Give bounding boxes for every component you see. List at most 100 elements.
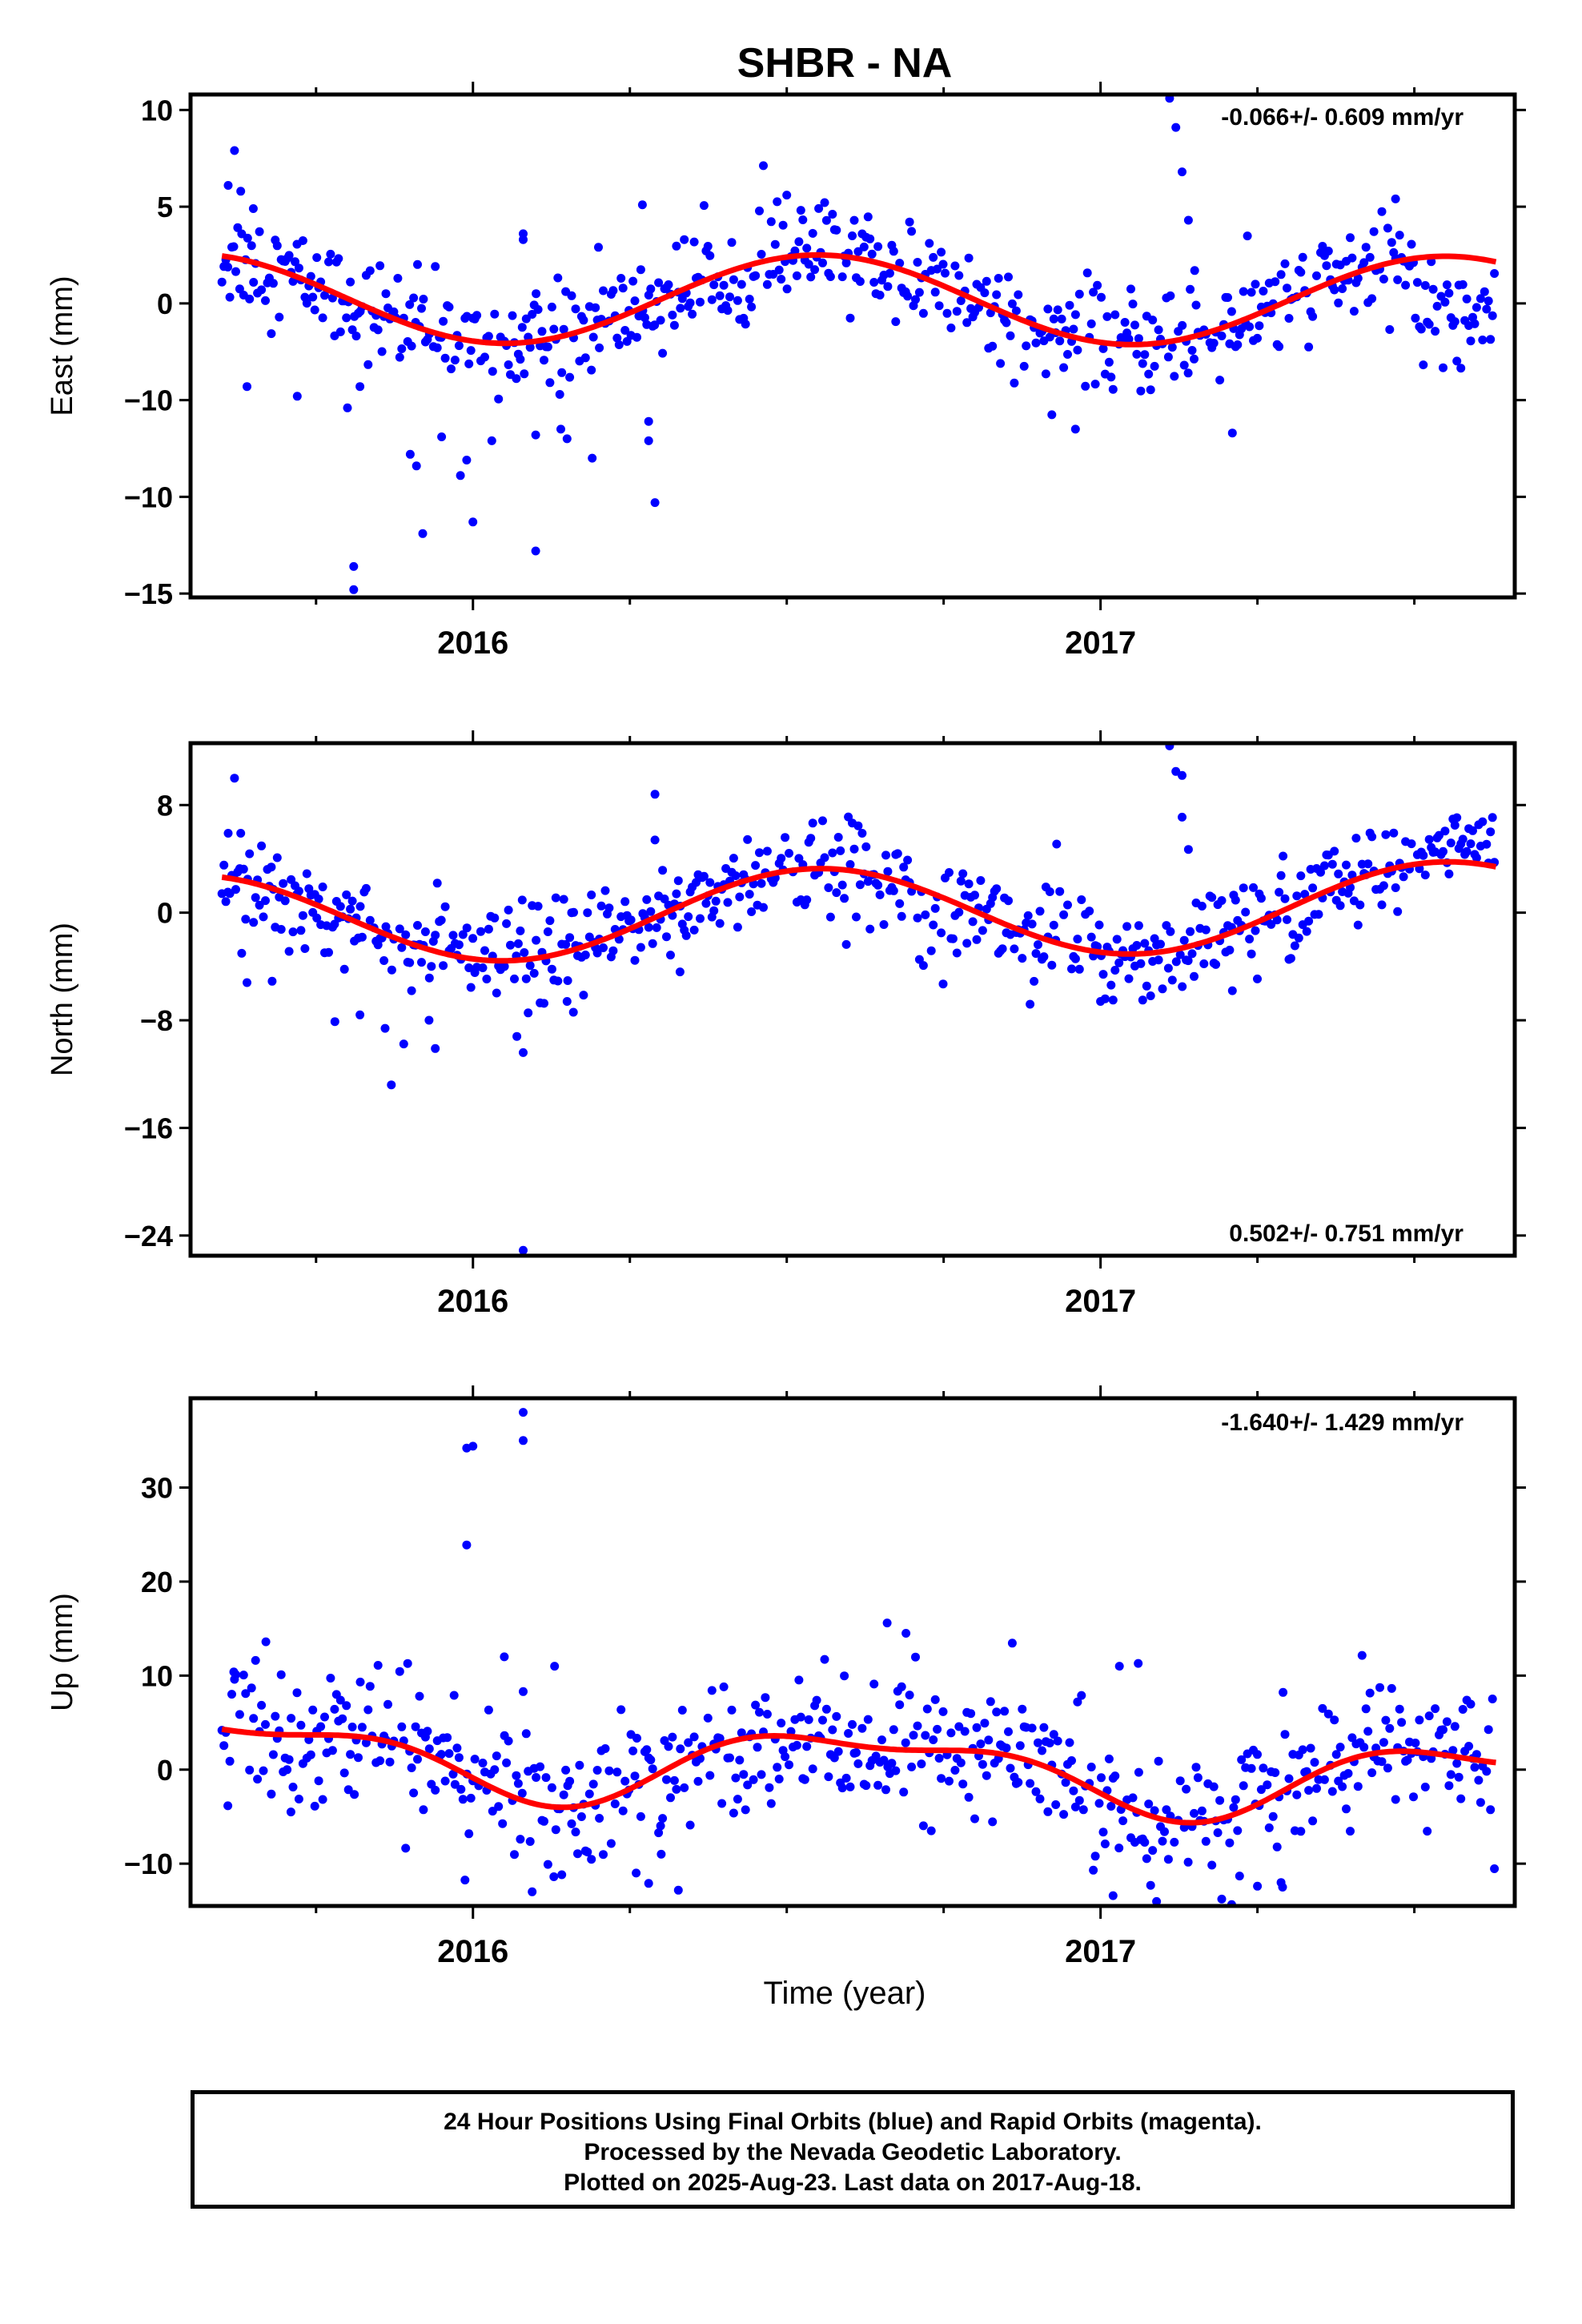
data-point-outlier	[1171, 766, 1181, 776]
data-point	[239, 864, 248, 874]
data-point	[1379, 881, 1388, 891]
data-point	[543, 1860, 552, 1869]
data-point	[1166, 927, 1175, 936]
data-point	[482, 975, 492, 983]
data-point	[1136, 386, 1146, 396]
data-point	[1316, 867, 1325, 877]
rate-annotation-north: 0.502+/- 0.751 mm/yr	[1229, 1220, 1464, 1247]
data-point	[324, 257, 333, 267]
data-point	[1061, 1778, 1070, 1787]
data-point	[417, 304, 426, 313]
data-point-outlier	[644, 416, 653, 426]
data-point	[1047, 410, 1057, 420]
data-point	[464, 1829, 474, 1839]
data-point	[727, 238, 737, 247]
data-point	[946, 324, 956, 332]
data-point	[808, 228, 817, 238]
data-point	[802, 895, 812, 905]
data-point	[1094, 920, 1104, 930]
data-point	[357, 1723, 367, 1732]
data-point	[547, 1783, 556, 1792]
data-point	[1346, 1827, 1355, 1836]
data-point	[288, 1783, 298, 1791]
data-point	[1251, 926, 1260, 935]
data-point-outlier	[355, 382, 365, 392]
data-point	[972, 1723, 982, 1732]
data-point-outlier	[1190, 266, 1199, 275]
data-point	[460, 1876, 470, 1885]
data-point-outlier	[531, 546, 540, 556]
data-point	[735, 892, 745, 902]
data-point	[350, 1790, 359, 1799]
data-point	[1253, 333, 1262, 343]
data-point	[1385, 325, 1395, 334]
data-point	[879, 920, 889, 929]
data-point	[1456, 364, 1466, 373]
data-point	[998, 944, 1007, 954]
data-point	[1179, 360, 1189, 370]
data-point	[729, 1808, 738, 1818]
data-point	[794, 237, 804, 247]
data-point	[1338, 284, 1347, 293]
data-point	[1027, 919, 1037, 929]
data-point	[648, 1764, 657, 1774]
data-point	[537, 327, 547, 336]
data-point	[432, 343, 442, 352]
data-point	[280, 896, 290, 906]
data-point	[684, 912, 693, 922]
data-point-outlier	[550, 1662, 560, 1671]
data-point	[267, 329, 276, 339]
data-point-outlier	[519, 1408, 528, 1417]
data-points-north	[217, 743, 1500, 1255]
data-point	[375, 261, 385, 271]
data-point	[579, 316, 588, 325]
data-point	[1335, 901, 1345, 911]
data-point	[1411, 313, 1420, 323]
data-point	[1253, 974, 1262, 983]
data-point	[1420, 870, 1430, 880]
data-point	[533, 902, 543, 911]
data-point	[1456, 1794, 1466, 1803]
data-point	[1039, 1723, 1049, 1732]
data-point	[513, 1779, 523, 1788]
data-point	[1201, 925, 1211, 935]
data-point	[1085, 907, 1094, 916]
data-point	[1319, 1775, 1329, 1784]
data-point	[1488, 813, 1497, 822]
data-point-outlier	[236, 829, 246, 838]
data-point	[824, 883, 833, 892]
data-point	[1014, 1778, 1023, 1787]
data-point	[684, 1738, 693, 1747]
data-point	[1452, 813, 1462, 822]
data-point	[1407, 839, 1416, 849]
panel-east: 10 5 0 −10 −10 −15 2016 2017 East (mm) -0.066+/- …	[46, 82, 1526, 661]
data-point	[911, 1652, 920, 1662]
data-point	[774, 265, 784, 275]
data-point	[466, 1793, 476, 1803]
data-point	[869, 278, 879, 287]
data-point	[1256, 894, 1266, 903]
data-point	[306, 271, 315, 281]
data-point	[739, 1770, 749, 1779]
data-point	[626, 915, 636, 925]
data-point	[861, 1781, 871, 1791]
data-point	[1031, 949, 1041, 959]
data-point	[844, 1729, 853, 1738]
data-point-outlier	[330, 1017, 339, 1027]
model-fit-line-east	[221, 251, 1497, 348]
data-point	[1191, 1763, 1201, 1772]
data-point	[618, 283, 628, 293]
data-point	[1190, 971, 1199, 981]
data-point	[669, 1775, 679, 1785]
data-point	[1389, 828, 1399, 838]
data-point	[837, 880, 847, 890]
data-point	[1327, 1787, 1337, 1796]
data-point	[365, 915, 375, 925]
data-point	[877, 1735, 886, 1745]
data-point	[268, 1750, 278, 1759]
data-point	[737, 279, 746, 289]
data-point	[1442, 280, 1452, 290]
data-point	[747, 907, 757, 916]
data-point	[565, 1776, 575, 1786]
data-point-outlier	[1227, 428, 1237, 438]
